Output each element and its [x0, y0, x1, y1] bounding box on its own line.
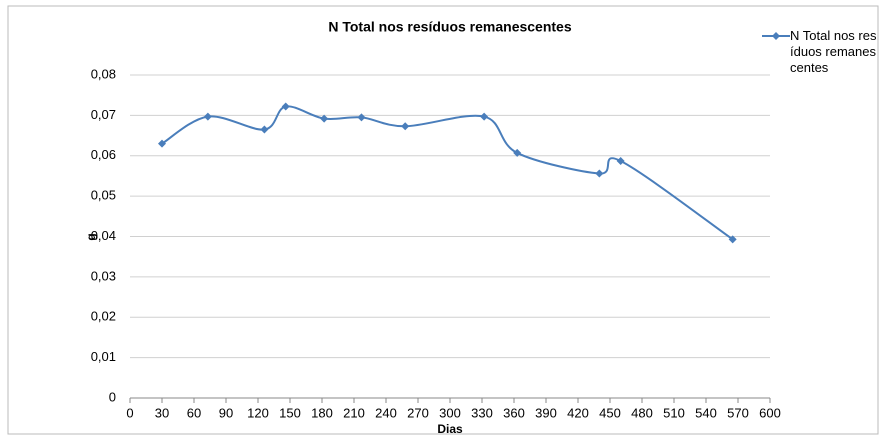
y-tick-label: 0,03 [91, 268, 116, 283]
x-tick-label: 420 [567, 405, 589, 420]
x-tick-label: 570 [727, 405, 749, 420]
x-tick-label: 510 [663, 405, 685, 420]
x-tick-label: 540 [695, 405, 717, 420]
x-tick-label: 330 [471, 405, 493, 420]
chart-title: N Total nos resíduos remanescentes [328, 19, 571, 35]
x-tick-label: 90 [219, 405, 233, 420]
y-tick-label: 0,04 [91, 228, 116, 243]
y-tick-label: 0,06 [91, 147, 116, 162]
y-tick-label: 0,08 [91, 66, 116, 81]
x-tick-label: 0 [126, 405, 133, 420]
x-tick-label: 150 [279, 405, 301, 420]
y-tick-label: 0,05 [91, 188, 116, 203]
y-axis-label: g [84, 233, 98, 240]
data-point [158, 139, 166, 148]
x-tick-label: 450 [599, 405, 621, 420]
data-point [616, 156, 625, 165]
x-axis-label: Dias [437, 422, 463, 436]
legend-marker [772, 32, 780, 40]
y-tick-label: 0 [109, 389, 116, 404]
x-tick-label: 210 [343, 405, 365, 420]
y-tick-label: 0,01 [91, 349, 116, 364]
x-tick-label: 240 [375, 405, 397, 420]
x-tick-label: 270 [407, 405, 429, 420]
data-point [480, 112, 489, 121]
data-point [357, 113, 366, 122]
data-point [595, 169, 604, 178]
x-tick-label: 180 [311, 405, 333, 420]
series-line [161, 105, 734, 241]
y-tick-label: 0,07 [91, 107, 116, 122]
data-point [260, 125, 269, 134]
x-tick-label: 360 [503, 405, 525, 420]
x-tick-label: 480 [631, 405, 653, 420]
data-point [203, 112, 212, 121]
x-tick-label: 30 [155, 405, 169, 420]
x-tick-label: 390 [535, 405, 557, 420]
y-tick-label: 0,02 [91, 309, 116, 324]
x-tick-label: 60 [187, 405, 201, 420]
legend-label: N Total nos resíduos remanescentes [790, 28, 877, 75]
data-point [281, 102, 290, 111]
data-point [728, 235, 737, 244]
data-point [513, 148, 522, 157]
chart-frame [7, 5, 879, 435]
x-tick-label: 300 [439, 405, 461, 420]
x-tick-label: 120 [247, 405, 269, 420]
x-tick-label: 600 [759, 405, 781, 420]
data-point [401, 122, 410, 131]
data-point [320, 114, 329, 123]
